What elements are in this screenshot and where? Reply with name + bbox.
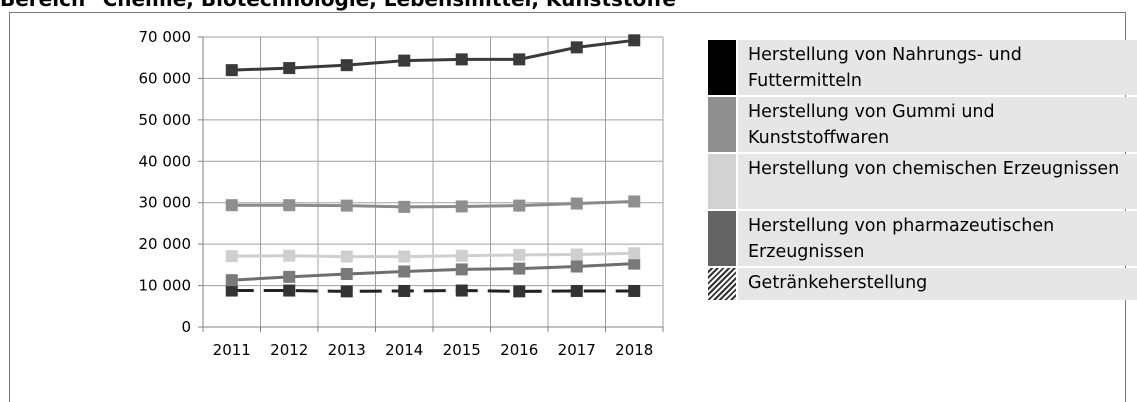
series-line: [231, 289, 635, 293]
legend-swatch: [708, 97, 736, 152]
legend-swatch: [708, 268, 736, 300]
y-tick-label: 60 000: [139, 69, 192, 87]
data-point: [513, 53, 526, 66]
y-tick-label: 20 000: [139, 235, 192, 253]
data-point: [225, 199, 238, 212]
x-tick-label: 2015: [443, 341, 481, 359]
data-point: [225, 284, 238, 297]
data-point: [455, 249, 468, 262]
x-tick-label: 2014: [385, 341, 423, 359]
x-tick-label: 2017: [558, 341, 596, 359]
legend-swatch: [708, 211, 736, 266]
data-point: [340, 250, 353, 263]
data-point: [628, 195, 641, 208]
data-point: [398, 200, 411, 213]
data-point: [340, 199, 353, 212]
series-line: [231, 262, 635, 282]
legend-item-nahrung: Herstellung von Nahrungs- und Futtermitt…: [708, 40, 1137, 95]
legend-item-chemie: Herstellung von chemischen Erzeugnissen: [708, 154, 1137, 209]
legend-swatch: [708, 40, 736, 95]
data-point: [398, 54, 411, 67]
series: [225, 247, 641, 263]
data-point: [455, 263, 468, 276]
data-point: [628, 247, 641, 260]
y-tick-label: 30 000: [139, 194, 192, 212]
data-point: [455, 284, 468, 297]
x-tick-label: 2011: [213, 341, 251, 359]
legend-swatch: [708, 154, 736, 209]
x-tick-label: 2012: [270, 341, 308, 359]
series: [225, 34, 641, 77]
legend: Herstellung von Nahrungs- und Futtermitt…: [708, 40, 1137, 302]
x-tick-label: 2016: [500, 341, 538, 359]
data-point: [455, 200, 468, 213]
x-tick-label: 2018: [615, 341, 653, 359]
data-point: [283, 62, 296, 75]
legend-item-pharma: Herstellung von pharmazeutischen Erzeugn…: [708, 211, 1137, 266]
data-point: [628, 257, 641, 270]
data-point: [628, 284, 641, 297]
legend-item-gummi: Herstellung von Gummi und Kunststoffware…: [708, 97, 1137, 152]
data-point: [455, 53, 468, 66]
y-tick-label: 40 000: [139, 152, 192, 170]
series: [225, 195, 641, 213]
series-line: [231, 38, 635, 72]
legend-label: Herstellung von Gummi und Kunststoffware…: [738, 97, 1137, 152]
data-point: [513, 248, 526, 261]
data-point: [628, 34, 641, 47]
y-tick-label: 70 000: [139, 28, 192, 46]
data-point: [225, 64, 238, 77]
legend-label: Herstellung von Nahrungs- und Futtermitt…: [738, 40, 1137, 95]
legend-item-getraenke: Getränkeherstellung: [708, 268, 1137, 300]
data-point: [513, 262, 526, 275]
series: [225, 257, 641, 287]
data-point: [283, 199, 296, 212]
legend-label: Herstellung von pharmazeutischen Erzeugn…: [738, 211, 1137, 266]
data-point: [283, 249, 296, 262]
data-point: [513, 199, 526, 212]
data-point: [570, 197, 583, 210]
series-line: [231, 251, 635, 259]
data-point: [340, 285, 353, 298]
data-point: [225, 274, 238, 287]
data-point: [340, 59, 353, 72]
legend-label: Herstellung von chemischen Erzeugnissen: [738, 154, 1137, 209]
series: [225, 284, 641, 298]
data-point: [570, 41, 583, 54]
data-point: [570, 284, 583, 297]
data-point: [398, 250, 411, 263]
data-point: [340, 267, 353, 280]
data-point: [398, 265, 411, 278]
y-tick-label: 0: [181, 318, 191, 336]
chart-heading: Bereich "Chemie, Biotechnologie, Lebensm…: [0, 0, 1137, 9]
x-tick-label: 2013: [328, 341, 366, 359]
data-point: [225, 250, 238, 263]
data-point: [283, 270, 296, 283]
data-point: [513, 285, 526, 298]
data-point: [398, 284, 411, 297]
data-point: [570, 248, 583, 261]
y-tick-label: 10 000: [139, 277, 192, 295]
legend-label: Getränkeherstellung: [738, 268, 1137, 300]
data-point: [570, 260, 583, 273]
y-tick-label: 50 000: [139, 111, 192, 129]
data-point: [283, 284, 296, 297]
series-line: [231, 199, 635, 209]
